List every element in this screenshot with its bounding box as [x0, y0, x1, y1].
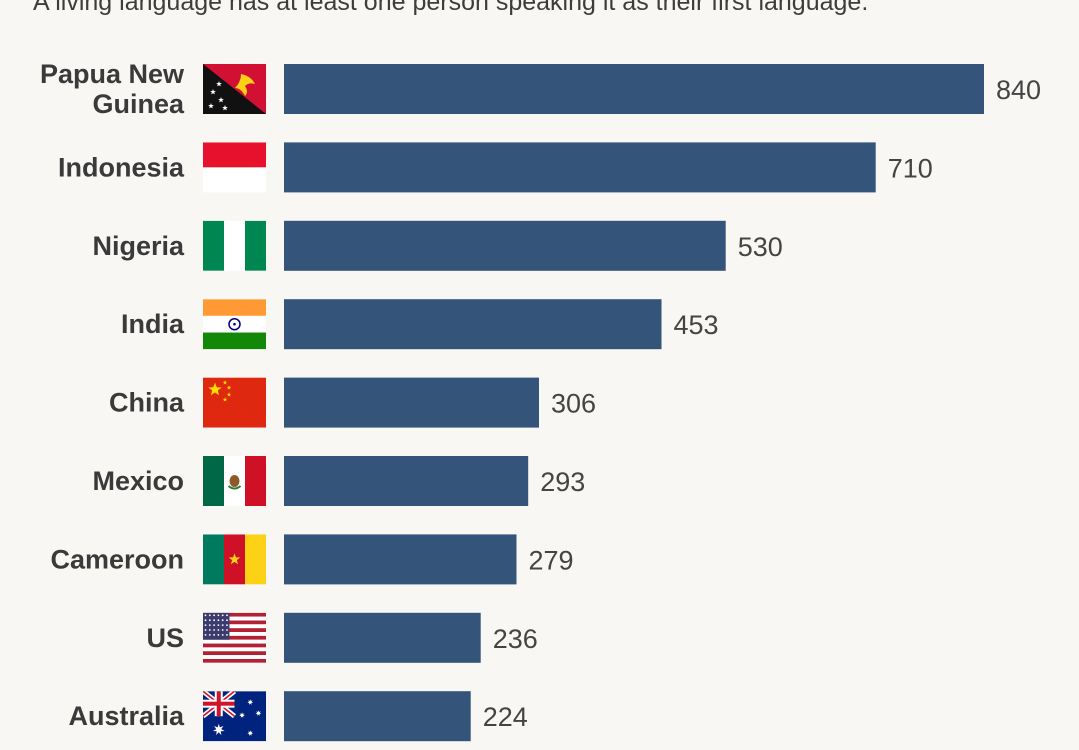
us-flag-icon	[203, 612, 266, 663]
country-label-indonesia: Indonesia	[58, 152, 185, 182]
value-label-india: 453	[674, 310, 719, 340]
value-label-australia: 224	[483, 702, 528, 732]
value-label-papua-new-guinea: 840	[996, 75, 1041, 105]
value-label-us: 236	[493, 624, 538, 654]
value-label-indonesia: 710	[888, 153, 933, 183]
country-label-papua-new-guinea: Papua New Guinea	[40, 59, 185, 119]
papua-new-guinea-flag-icon	[203, 64, 266, 114]
chart-subtitle: A living language has at least one perso…	[33, 0, 869, 16]
value-label-cameroon: 279	[529, 545, 574, 575]
bar-cameroon	[284, 534, 517, 585]
country-label-cameroon: Cameroon	[50, 544, 184, 574]
bar-papua-new-guinea	[284, 64, 984, 114]
country-label-china: China	[109, 388, 185, 418]
value-label-mexico: 293	[540, 467, 585, 497]
value-label-nigeria: 530	[738, 232, 783, 262]
bar-mexico	[284, 456, 529, 506]
indonesia-flag-icon	[203, 142, 266, 193]
country-label-nigeria: Nigeria	[92, 231, 185, 261]
bar-india	[284, 299, 662, 350]
china-flag-icon	[203, 377, 266, 428]
bar-australia	[284, 691, 471, 742]
cameroon-flag-icon	[203, 534, 266, 585]
bar-indonesia	[284, 142, 876, 193]
country-label-australia: Australia	[68, 701, 185, 731]
country-label-us: US	[146, 623, 184, 653]
mexico-flag-icon	[203, 456, 266, 506]
bar-us	[284, 612, 481, 663]
bar-nigeria	[284, 220, 726, 271]
nigeria-flag-icon	[203, 220, 266, 271]
india-flag-icon	[203, 299, 266, 350]
australia-flag-icon	[203, 691, 266, 742]
bar-china	[284, 377, 539, 428]
value-label-china: 306	[551, 389, 596, 419]
country-label-india: India	[121, 309, 185, 339]
country-label-mexico: Mexico	[92, 466, 184, 496]
